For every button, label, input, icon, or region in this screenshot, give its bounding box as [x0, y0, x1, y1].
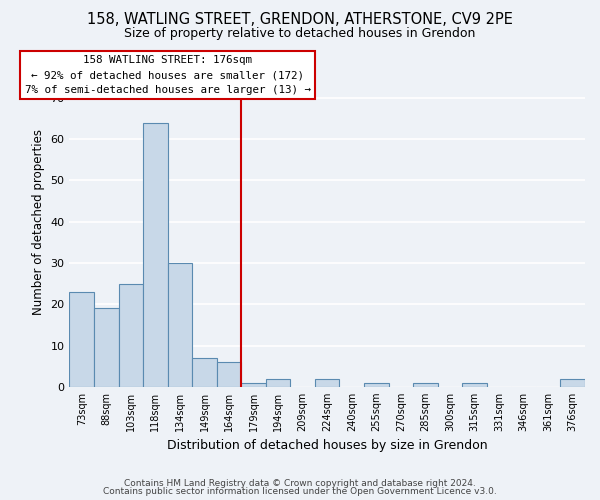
Bar	[462, 382, 487, 387]
Text: 158, WATLING STREET, GRENDON, ATHERSTONE, CV9 2PE: 158, WATLING STREET, GRENDON, ATHERSTONE…	[87, 12, 513, 28]
Bar	[241, 382, 266, 387]
Y-axis label: Number of detached properties: Number of detached properties	[32, 128, 45, 314]
Bar	[70, 292, 94, 387]
Bar	[167, 263, 192, 387]
Text: Contains public sector information licensed under the Open Government Licence v3: Contains public sector information licen…	[103, 487, 497, 496]
Bar	[364, 382, 389, 387]
X-axis label: Distribution of detached houses by size in Grendon: Distribution of detached houses by size …	[167, 440, 488, 452]
Bar	[315, 378, 340, 387]
Bar	[192, 358, 217, 387]
Bar	[217, 362, 241, 387]
Bar	[560, 378, 585, 387]
Bar	[266, 378, 290, 387]
Text: Contains HM Land Registry data © Crown copyright and database right 2024.: Contains HM Land Registry data © Crown c…	[124, 478, 476, 488]
Bar	[119, 284, 143, 387]
Bar	[143, 122, 167, 387]
Text: Size of property relative to detached houses in Grendon: Size of property relative to detached ho…	[124, 28, 476, 40]
Bar	[413, 382, 437, 387]
Bar	[94, 308, 119, 387]
Text: 158 WATLING STREET: 176sqm
← 92% of detached houses are smaller (172)
7% of semi: 158 WATLING STREET: 176sqm ← 92% of deta…	[25, 56, 311, 95]
